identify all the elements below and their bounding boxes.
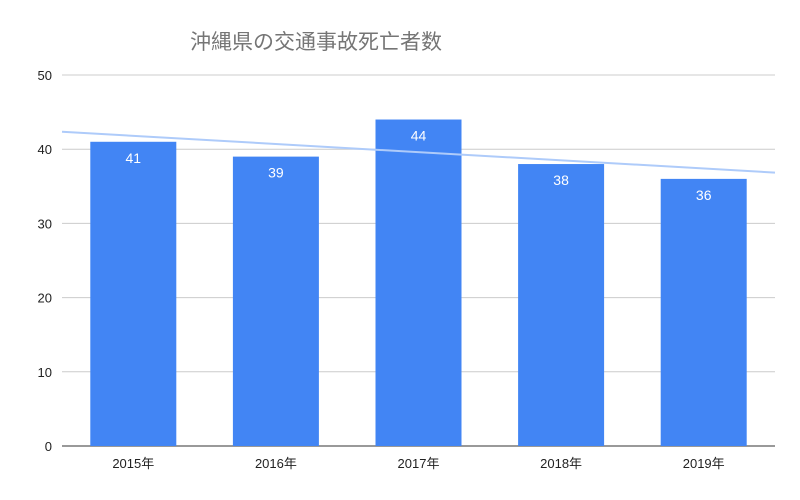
- x-tick-label: 2016年: [255, 456, 297, 471]
- bar: [660, 178, 747, 446]
- trendline-layer: [61, 130, 776, 174]
- x-tick-label: 2019年: [683, 456, 725, 471]
- data-label: 39: [268, 165, 284, 181]
- data-label: 38: [553, 172, 569, 188]
- x-tick-label: 2017年: [398, 456, 440, 471]
- chart-title: 沖縄県の交通事故死亡者数: [190, 31, 442, 54]
- bar: [232, 156, 319, 446]
- data-labels: 41 39 44 38 36: [126, 128, 712, 203]
- data-label: 36: [696, 187, 712, 203]
- bars: [90, 119, 747, 447]
- y-axis-ticks: 0 10 20 30 40 50: [38, 68, 52, 454]
- x-tick-label: 2018年: [540, 456, 582, 471]
- data-label: 44: [411, 128, 427, 144]
- x-tick-label: 2015年: [112, 456, 154, 471]
- y-tick-label: 40: [38, 142, 52, 157]
- y-tick-label: 50: [38, 68, 52, 83]
- trendline: [61, 130, 776, 174]
- y-tick-label: 0: [45, 439, 52, 454]
- data-label: 41: [126, 150, 142, 166]
- bar: [90, 141, 177, 446]
- y-tick-label: 20: [38, 291, 52, 306]
- y-tick-label: 10: [38, 365, 52, 380]
- x-axis-ticks: 2015年 2016年 2017年 2018年 2019年: [112, 456, 724, 471]
- y-tick-label: 30: [38, 216, 52, 231]
- bar: [375, 119, 462, 447]
- bar: [518, 164, 605, 447]
